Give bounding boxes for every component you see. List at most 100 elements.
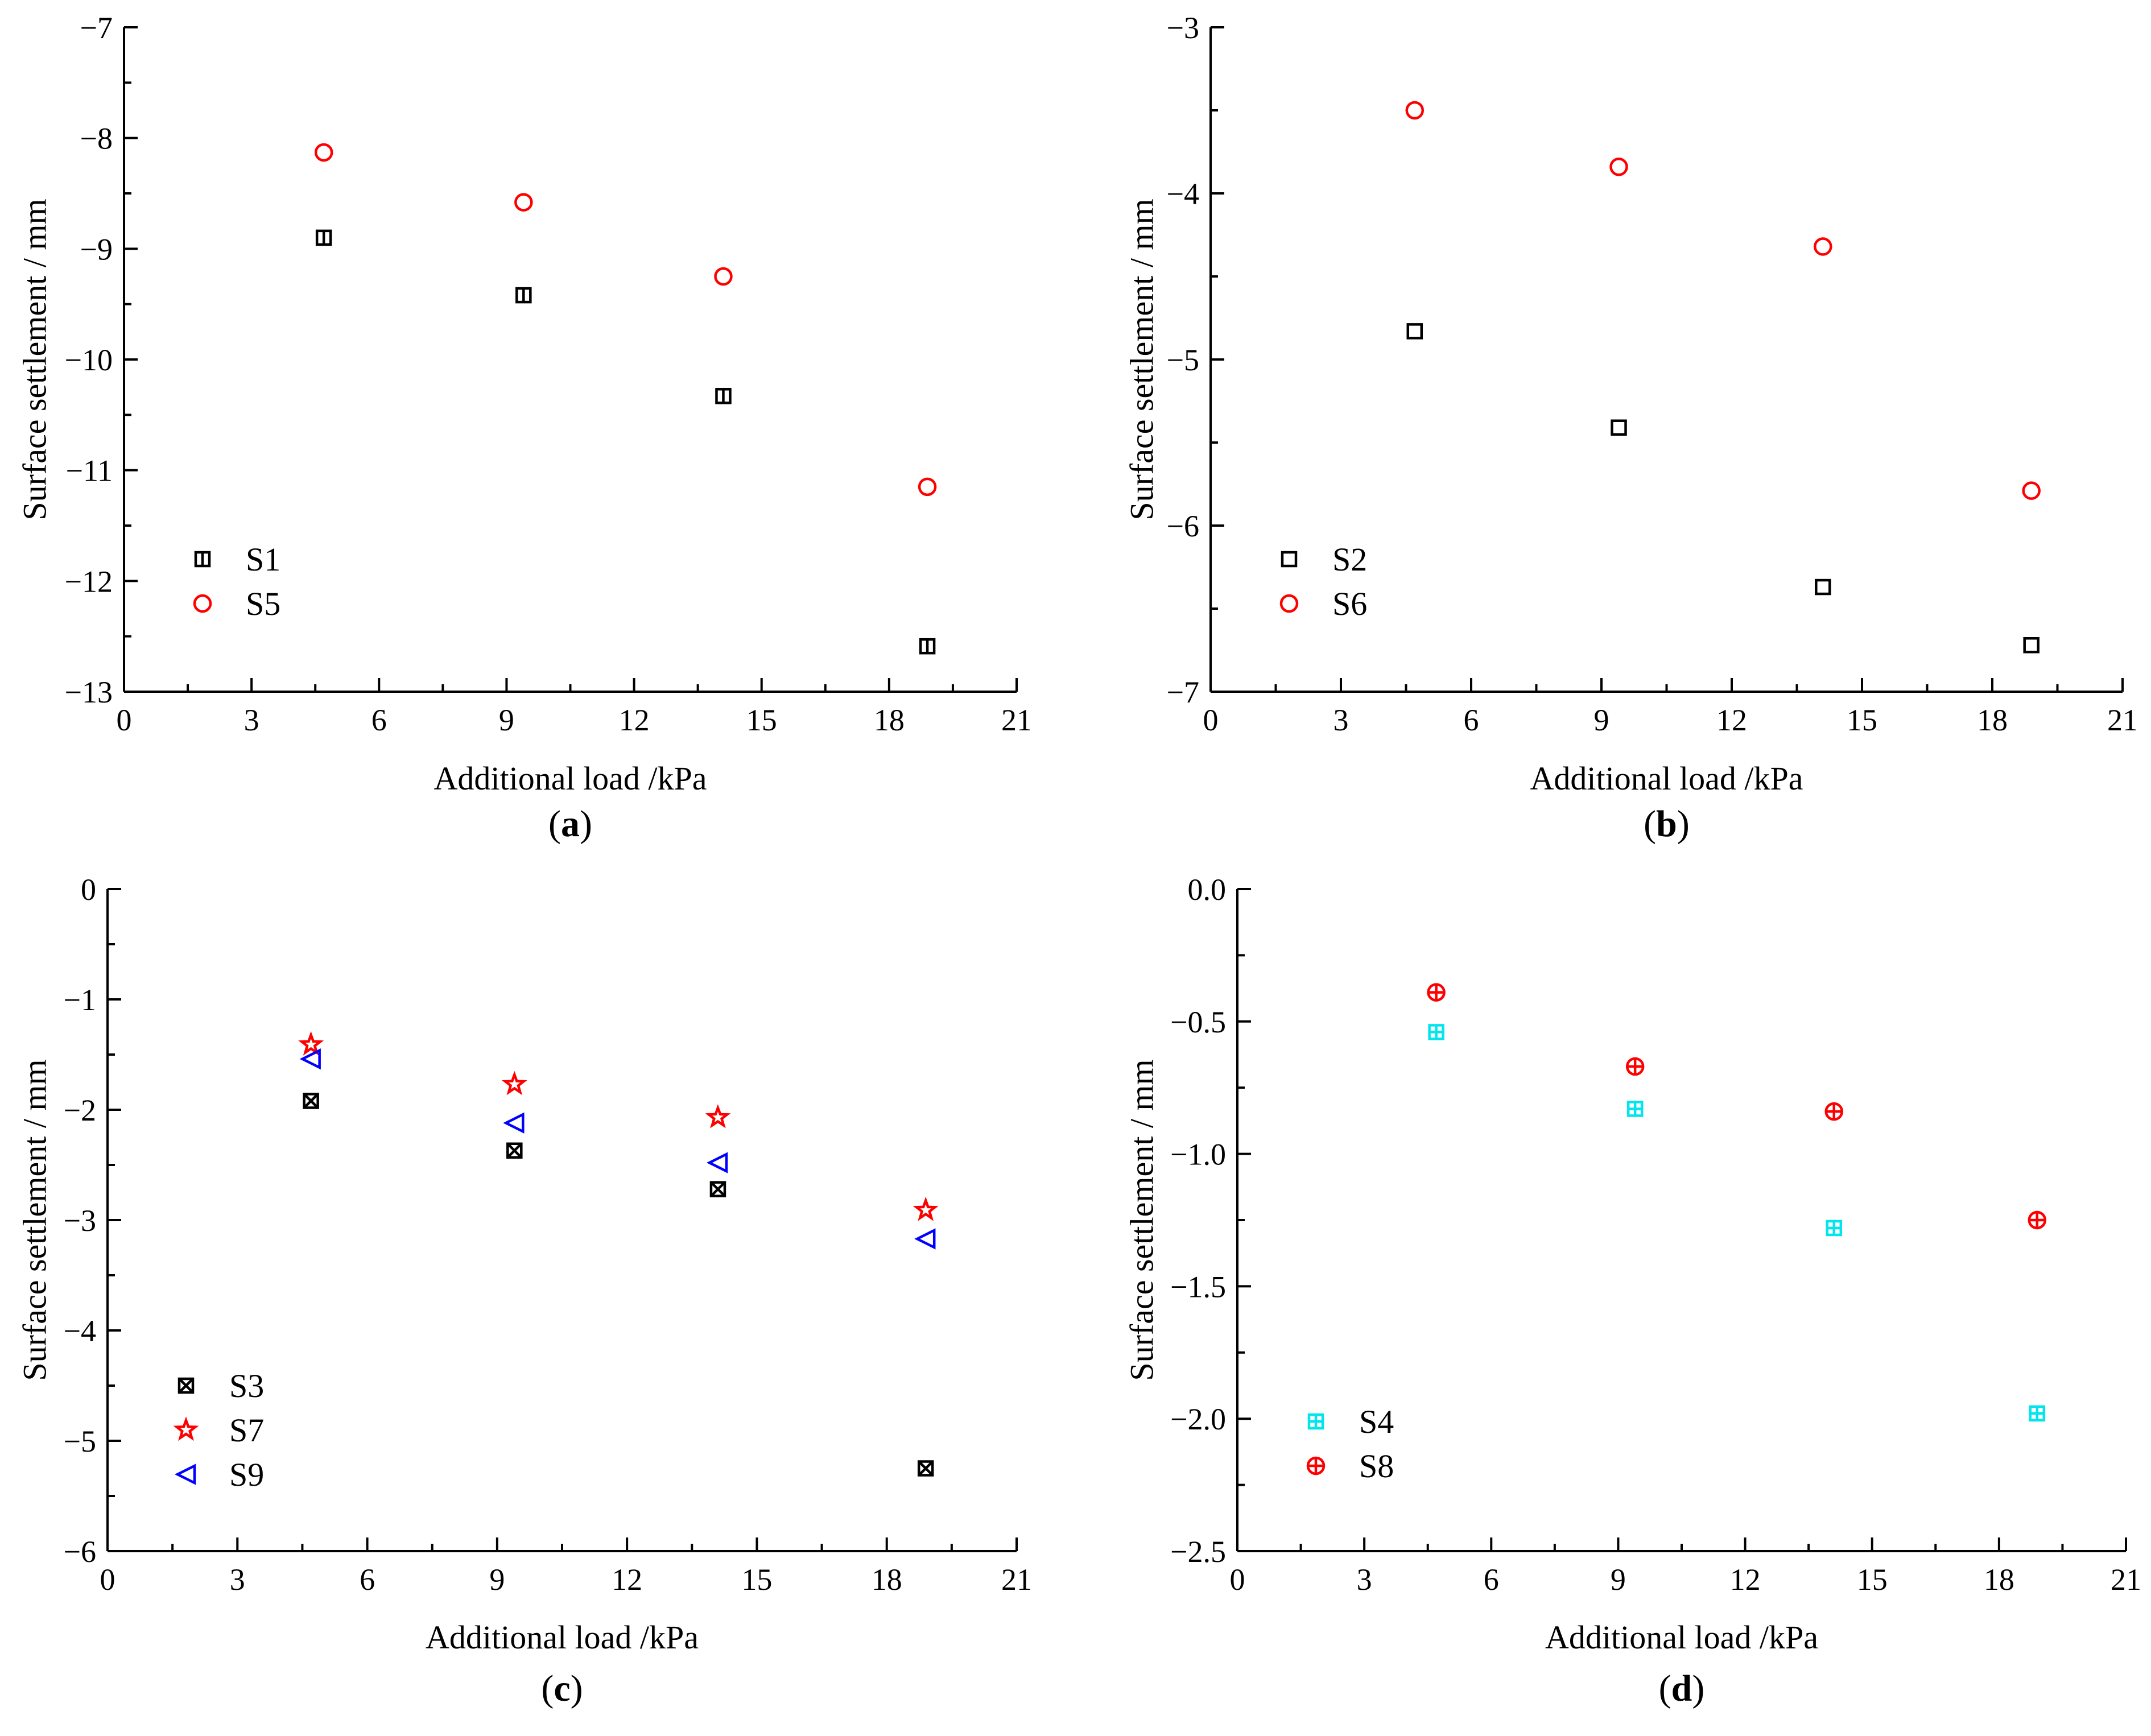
y-tick-label: −9 bbox=[80, 232, 113, 266]
legend-label-S7: S7 bbox=[229, 1412, 264, 1449]
x-tick-label: 3 bbox=[244, 703, 259, 737]
y-tick-label: −5 bbox=[1167, 343, 1199, 377]
legend-marker-S9 bbox=[174, 1464, 196, 1485]
y-tick-label: −4 bbox=[1167, 177, 1199, 211]
data-point-S5 bbox=[714, 267, 733, 286]
x-axis-title: Additional load /kPa bbox=[1545, 1619, 1818, 1656]
y-tick-label: −6 bbox=[1167, 509, 1199, 543]
x-tick-label: 15 bbox=[746, 703, 777, 737]
data-point-S2 bbox=[2023, 636, 2039, 654]
x-tick-label: 6 bbox=[371, 703, 387, 737]
legend-label-S5: S5 bbox=[246, 585, 280, 622]
legend-marker-S6 bbox=[1279, 594, 1299, 613]
x-tick-label: 3 bbox=[230, 1563, 245, 1597]
x-tick-label: 12 bbox=[619, 703, 650, 737]
y-tick-label: −13 bbox=[65, 675, 113, 709]
y-tick-label: −8 bbox=[80, 122, 113, 156]
y-tick-label: −1.0 bbox=[1170, 1138, 1226, 1172]
legend-label-S2: S2 bbox=[1332, 541, 1367, 578]
legend-label-S8: S8 bbox=[1359, 1448, 1394, 1485]
data-point-S8 bbox=[2028, 1210, 2047, 1230]
y-axis-title: Surface settlement / mm bbox=[1123, 1059, 1160, 1380]
x-tick-label: 9 bbox=[1611, 1563, 1626, 1597]
x-tick-label: 3 bbox=[1357, 1563, 1372, 1597]
y-tick-label: −7 bbox=[1167, 675, 1199, 709]
legend-marker-S5 bbox=[193, 594, 212, 613]
legend-label-S6: S6 bbox=[1332, 585, 1367, 622]
data-point-S4 bbox=[2029, 1405, 2046, 1422]
data-point-S2 bbox=[1815, 578, 1831, 596]
y-tick-label: −11 bbox=[66, 454, 113, 488]
legend-marker-S7 bbox=[173, 1416, 199, 1441]
data-point-S9 bbox=[299, 1048, 321, 1070]
legend-marker-S3 bbox=[177, 1377, 195, 1394]
data-point-S1 bbox=[515, 287, 532, 304]
legend-marker-S2 bbox=[1281, 551, 1298, 568]
data-point-S9 bbox=[914, 1228, 936, 1250]
panel-label-letter: c bbox=[554, 1668, 570, 1709]
legend-label-S3: S3 bbox=[229, 1367, 264, 1404]
x-axis-title: Additional load /kPa bbox=[426, 1619, 699, 1656]
y-tick-label: −7 bbox=[80, 11, 113, 45]
data-point-S9 bbox=[706, 1152, 728, 1173]
x-tick-label: 6 bbox=[1484, 1563, 1499, 1597]
data-point-S1 bbox=[315, 229, 332, 246]
y-tick-label: −4 bbox=[64, 1314, 96, 1348]
x-axis-title: Additional load /kPa bbox=[433, 760, 707, 797]
y-axis-title: Surface settlement / mm bbox=[16, 199, 53, 520]
data-point-S8 bbox=[1625, 1057, 1645, 1076]
x-tick-label: 9 bbox=[499, 703, 514, 737]
x-tick-label: 6 bbox=[360, 1563, 375, 1597]
data-point-S8 bbox=[1824, 1102, 1844, 1121]
data-point-S7 bbox=[913, 1196, 939, 1221]
data-point-S6 bbox=[1405, 101, 1425, 120]
data-point-S4 bbox=[1626, 1101, 1644, 1117]
legend-label-S4: S4 bbox=[1359, 1403, 1394, 1440]
data-point-S3 bbox=[303, 1093, 319, 1109]
y-tick-label: 0 bbox=[81, 873, 96, 907]
data-point-S7 bbox=[298, 1031, 324, 1056]
y-tick-label: −3 bbox=[1167, 11, 1199, 45]
y-tick-label: 0.0 bbox=[1188, 873, 1227, 907]
y-tick-label: −3 bbox=[64, 1204, 96, 1238]
panel-a: 0 3 6 9 12 15 18 21 −13 −12 −11 −10 −9 −8 −7 Additional… bbox=[16, 11, 1032, 845]
data-point-S3 bbox=[709, 1181, 726, 1197]
legend-marker-S8 bbox=[1306, 1456, 1326, 1475]
y-tick-label: −0.5 bbox=[1170, 1005, 1226, 1039]
data-point-S2 bbox=[1406, 323, 1423, 340]
data-point-S9 bbox=[503, 1112, 525, 1134]
data-point-S3 bbox=[917, 1460, 934, 1477]
x-tick-label: 21 bbox=[1001, 1563, 1032, 1597]
y-tick-label: −1 bbox=[64, 983, 96, 1017]
x-tick-label: 12 bbox=[1716, 703, 1747, 737]
x-tick-label: 9 bbox=[489, 1563, 505, 1597]
series-S3 bbox=[303, 1093, 934, 1477]
y-tick-label: −5 bbox=[64, 1424, 96, 1458]
series-S8 bbox=[1427, 983, 2047, 1230]
x-tick-label: 21 bbox=[2107, 703, 2138, 737]
data-point-S8 bbox=[1427, 983, 1446, 1002]
series-S7 bbox=[298, 1031, 939, 1221]
y-tick-label: −1.5 bbox=[1170, 1270, 1226, 1304]
x-tick-label: 21 bbox=[2111, 1563, 2141, 1597]
panel-label-letter: d bbox=[1671, 1668, 1692, 1709]
x-tick-label: 0 bbox=[117, 703, 132, 737]
data-point-S2 bbox=[1611, 419, 1627, 436]
data-point-S1 bbox=[919, 638, 936, 655]
panel-label: (b) bbox=[1644, 803, 1690, 845]
x-tick-label: 15 bbox=[741, 1563, 772, 1597]
series-S5 bbox=[314, 143, 937, 497]
x-tick-label: 15 bbox=[1857, 1563, 1888, 1597]
x-tick-label: 18 bbox=[1984, 1563, 2014, 1597]
series-S1 bbox=[315, 229, 936, 655]
x-tick-label: 21 bbox=[1001, 703, 1032, 737]
x-tick-label: 12 bbox=[1730, 1563, 1761, 1597]
panel-b: 0 3 6 9 12 15 18 21 −7 −6 −5 −4 −3 Additional load /k… bbox=[1123, 11, 2138, 845]
panel-d: 0 3 6 9 12 15 18 21 −2.5 −2.0 −1.5 −1.0 −0.5 0.0 Addit… bbox=[1123, 873, 2141, 1709]
x-tick-label: 3 bbox=[1333, 703, 1349, 737]
x-tick-label: 0 bbox=[1230, 1563, 1245, 1597]
